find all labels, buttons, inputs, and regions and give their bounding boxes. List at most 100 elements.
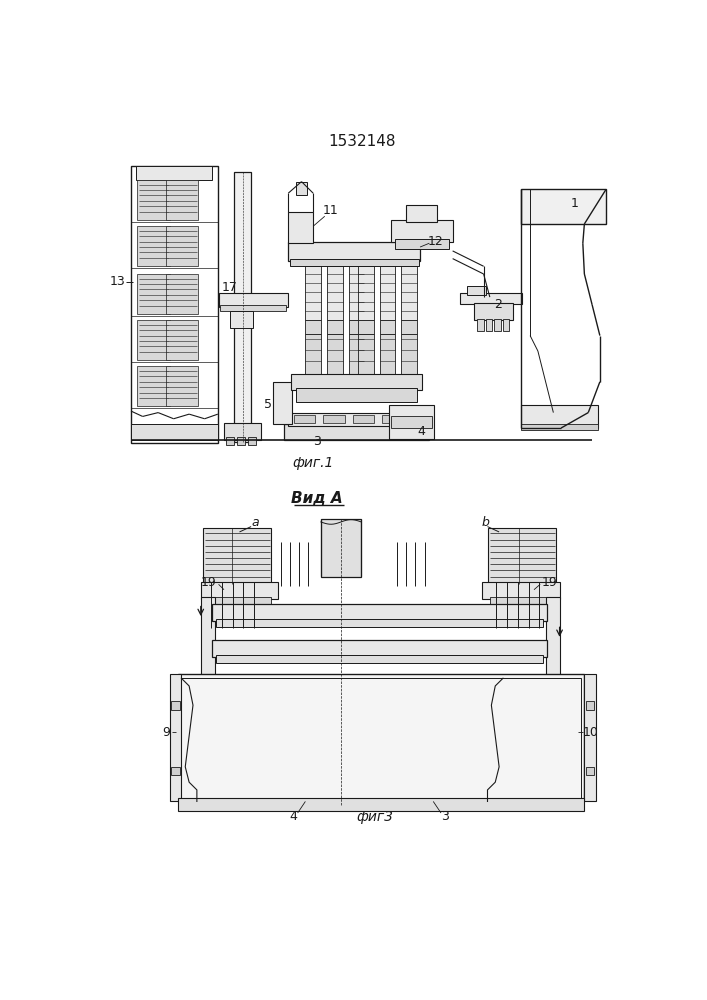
Bar — [474, 303, 513, 320]
Text: 17: 17 — [221, 281, 238, 294]
Text: 11: 11 — [322, 204, 338, 217]
Bar — [391, 220, 452, 242]
Bar — [486, 319, 492, 331]
Bar — [358, 334, 373, 376]
Bar — [391, 416, 433, 428]
Bar — [389, 405, 434, 439]
Bar — [305, 266, 321, 320]
Bar — [137, 274, 170, 314]
Text: 3: 3 — [441, 810, 449, 823]
Text: b: b — [482, 516, 490, 529]
Text: 4: 4 — [418, 425, 426, 438]
Bar — [585, 674, 596, 801]
Ellipse shape — [288, 734, 397, 747]
Bar — [212, 604, 547, 620]
Bar — [237, 437, 245, 445]
Bar — [218, 293, 288, 307]
Text: 1532148: 1532148 — [328, 134, 396, 149]
Bar — [402, 320, 417, 334]
Bar — [137, 320, 170, 360]
Bar — [177, 798, 585, 811]
Bar — [166, 274, 199, 314]
Ellipse shape — [288, 705, 397, 718]
Bar — [323, 415, 345, 423]
Bar — [349, 266, 364, 320]
Ellipse shape — [288, 764, 397, 776]
Bar — [353, 415, 374, 423]
Bar — [226, 437, 234, 445]
Bar — [482, 582, 559, 599]
Bar — [201, 582, 279, 599]
Bar — [305, 320, 321, 334]
Bar — [136, 166, 212, 180]
Bar — [327, 334, 343, 376]
Text: a: a — [251, 516, 259, 529]
Bar — [327, 320, 343, 334]
Bar — [171, 701, 180, 710]
Bar — [284, 424, 429, 440]
Bar — [166, 180, 199, 220]
Bar — [166, 226, 199, 266]
Bar — [296, 388, 417, 402]
Bar — [166, 320, 199, 360]
Bar — [521, 189, 606, 224]
Bar — [490, 597, 552, 604]
Bar — [224, 423, 261, 440]
Bar — [288, 212, 313, 243]
Bar — [293, 415, 315, 423]
Bar — [521, 424, 598, 430]
Bar — [494, 319, 501, 331]
Bar — [380, 266, 395, 320]
Bar — [586, 701, 595, 710]
Bar — [327, 266, 343, 320]
Bar — [288, 242, 420, 261]
Bar — [182, 678, 580, 798]
Bar — [296, 182, 307, 195]
Bar — [477, 319, 484, 331]
Text: 2: 2 — [493, 298, 501, 311]
Bar — [291, 374, 421, 389]
Text: 3: 3 — [313, 435, 321, 448]
Text: 4: 4 — [290, 810, 298, 823]
Bar — [137, 226, 170, 266]
Bar — [273, 382, 292, 424]
Bar — [177, 674, 585, 801]
Bar — [212, 640, 547, 657]
Text: 5: 5 — [264, 398, 272, 411]
Bar — [358, 320, 373, 334]
Bar — [586, 767, 595, 775]
Bar — [166, 366, 199, 406]
Bar — [216, 619, 543, 627]
Text: фиг3: фиг3 — [356, 810, 394, 824]
Text: 19: 19 — [542, 576, 557, 588]
Bar — [209, 597, 271, 604]
Bar — [349, 320, 364, 334]
Bar — [467, 286, 486, 295]
Bar — [402, 266, 417, 320]
Bar — [305, 334, 321, 376]
Bar — [395, 239, 449, 249]
Bar — [521, 405, 598, 428]
Text: 12: 12 — [428, 235, 443, 248]
Bar — [137, 366, 170, 406]
Text: Вид A: Вид A — [291, 491, 343, 506]
Bar — [321, 519, 361, 577]
Text: 10: 10 — [583, 726, 599, 739]
Bar — [288, 413, 424, 426]
Bar — [406, 205, 437, 222]
Bar — [248, 437, 256, 445]
Text: фиг.1: фиг.1 — [293, 456, 334, 470]
Text: 1: 1 — [571, 197, 579, 210]
Bar — [220, 305, 286, 311]
Bar — [460, 293, 522, 304]
Bar — [203, 528, 271, 584]
Bar — [137, 180, 170, 220]
Bar — [234, 172, 251, 442]
Bar — [380, 334, 395, 376]
Bar — [230, 311, 253, 328]
Text: 13: 13 — [110, 275, 126, 288]
Text: 19: 19 — [201, 576, 216, 588]
Bar — [489, 528, 556, 584]
Bar — [131, 166, 218, 443]
Bar — [170, 674, 182, 801]
